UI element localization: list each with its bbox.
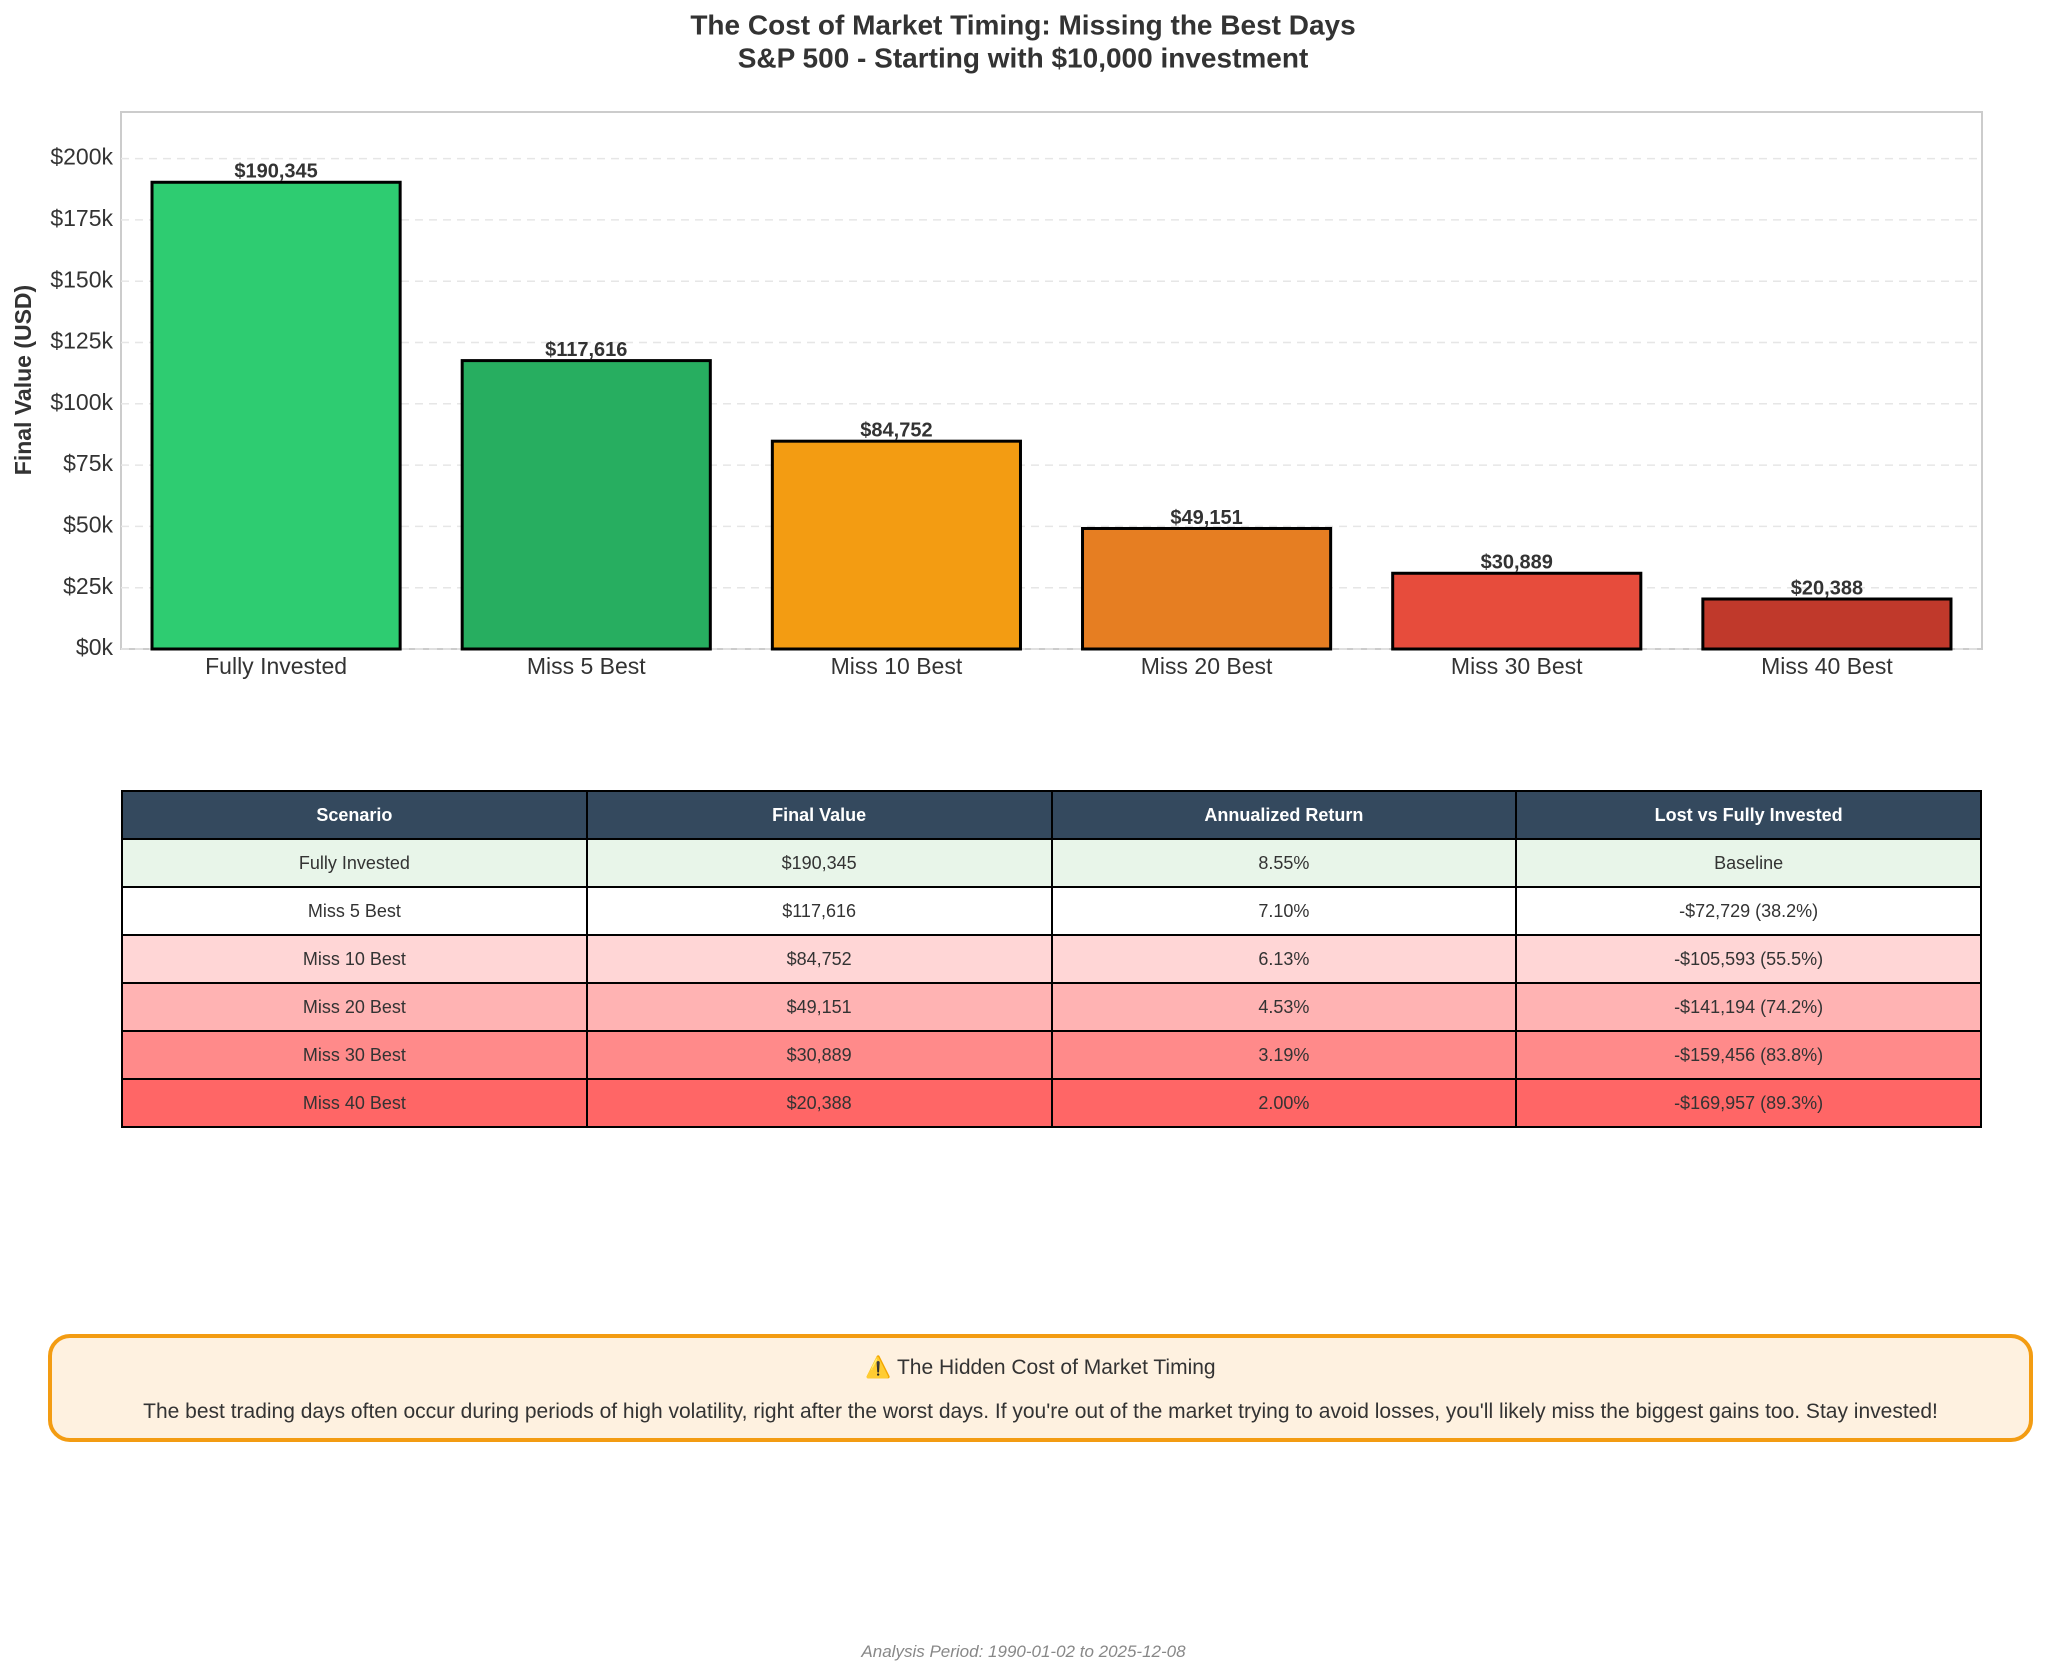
table-row: Miss 30 Best $30,889 3.19% -$159,456 (83.8%… [121,1030,1982,1080]
y-tick-label: $150k [50,266,113,292]
table-cell: -$169,957 (89.3%) [1515,1078,1982,1128]
table-cell: $84,752 [585,934,1053,984]
y-axis-label: Final Value (USD) [10,285,36,475]
table-cell: Miss 40 Best [121,1078,588,1128]
header-cell: Final Value [585,790,1053,840]
table-cell: 3.19% [1050,1030,1518,1080]
table-cell: 2.00% [1050,1078,1518,1128]
data-table: Scenario Final Value Annualized Return Lost… [121,790,1982,1128]
table-cell: Miss 10 Best [121,934,588,984]
table-row: Fully Invested $190,345 8.55% Baseline [121,838,1982,888]
table-cell: $49,151 [585,982,1053,1032]
x-tick-label: Miss 10 Best [831,653,963,679]
y-tick-label: $75k [63,450,113,476]
table-cell: Fully Invested [121,838,588,888]
table-cell: -$141,194 (74.2%) [1515,982,1982,1032]
chart: The Cost of Market Timing: Missing the B… [10,9,1983,679]
table-cell: $30,889 [585,1030,1053,1080]
x-tick-label: Miss 30 Best [1451,653,1583,679]
y-tick-label: $0k [76,634,114,660]
x-tick-label: Miss 5 Best [527,653,646,679]
table-cell: 6.13% [1050,934,1518,984]
table-cell: -$159,456 (83.8%) [1515,1030,1982,1080]
chart-title: The Cost of Market Timing: Missing the B… [690,9,1355,40]
bar [460,359,712,651]
table-cell: $117,616 [585,886,1053,936]
bar-value-label: $20,388 [1791,577,1863,599]
bar-value-label: $30,889 [1481,552,1553,574]
y-tick-label: $25k [63,573,113,599]
y-tick-label: $100k [50,389,113,415]
bar [1701,597,1953,651]
table-cell: $190,345 [585,838,1053,888]
callout-text: The best trading days often occur during… [143,1400,1938,1423]
bar-value-label: $49,151 [1170,507,1242,529]
y-tick-label: $200k [50,144,113,170]
bar-value-label: $117,616 [545,339,627,361]
table-cell: 7.10% [1050,886,1518,936]
table-cell: -$105,593 (55.5%) [1515,934,1982,984]
table-cell: Baseline [1515,838,1982,888]
table-header: Scenario Final Value Annualized Return Lost… [121,790,1982,840]
bar [1081,526,1333,651]
table-row: Miss 40 Best $20,388 2.00% -$169,957 (89.3%… [121,1078,1982,1128]
callout-title: ⚠️ The Hidden Cost of Market Timing [865,1356,1216,1379]
bar [150,180,402,651]
table-cell: Miss 30 Best [121,1030,588,1080]
table-cell: Miss 20 Best [121,982,588,1032]
table-cell: -$72,729 (38.2%) [1515,886,1982,936]
x-tick-label: Miss 40 Best [1761,653,1893,679]
table-row: Miss 10 Best $84,752 6.13% -$105,593 (55.5%… [121,934,1982,984]
chart-subtitle: S&P 500 - Starting with $10,000 investme… [738,42,1309,73]
bar [770,439,1022,651]
y-tick-label: $125k [50,328,113,354]
header-cell: Annualized Return [1050,790,1518,840]
table-cell: 8.55% [1050,838,1518,888]
table-cell: 4.53% [1050,982,1518,1032]
table-cell: $20,388 [585,1078,1053,1128]
table-cell: Miss 5 Best [121,886,588,936]
callout: ⚠️ The Hidden Cost of Market Timing The … [48,1334,2033,1442]
x-tick-label: Miss 20 Best [1141,653,1273,679]
bar-value-label: $84,752 [860,419,932,441]
bar-value-label: $190,345 [234,161,317,183]
y-tick-label: $50k [63,511,113,537]
header-cell: Scenario [121,790,588,840]
x-tick-label: Fully Invested [205,653,347,679]
table-row: Miss 20 Best $49,151 4.53% -$141,194 (74.2%… [121,982,1982,1032]
header-cell: Lost vs Fully Invested [1515,790,1982,840]
table-row: Miss 5 Best $117,616 7.10% -$72,729 (38.2%) [121,886,1982,936]
footer: Analysis Period: 1990-01-02 to 2025-12-0… [861,1642,1186,1661]
bar [1391,571,1643,651]
y-tick-label: $175k [50,205,113,231]
